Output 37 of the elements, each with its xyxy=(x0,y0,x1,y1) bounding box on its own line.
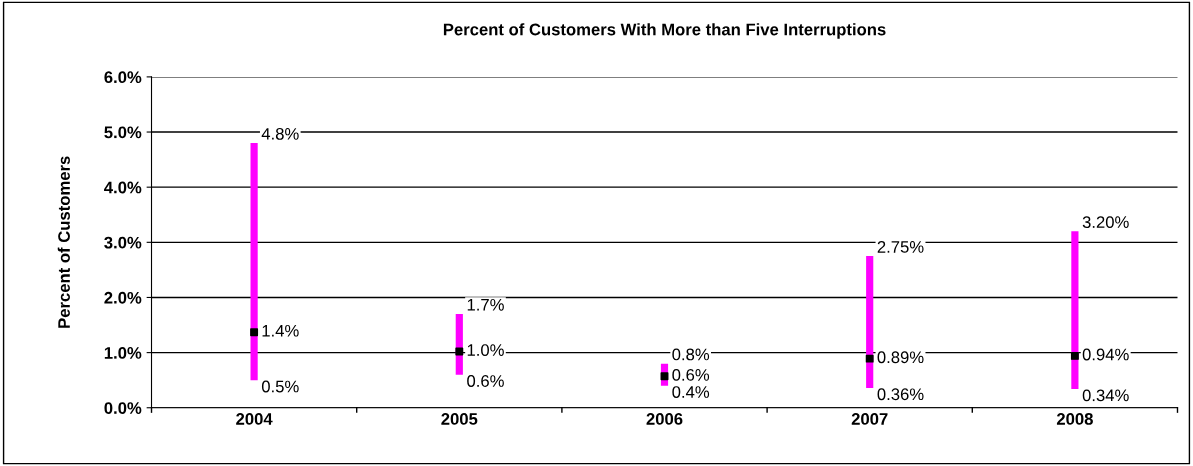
annotation: 0.8% xyxy=(672,348,710,361)
bar xyxy=(1071,231,1079,389)
point xyxy=(865,354,874,363)
x-tick-label: 2004 xyxy=(236,413,273,425)
y-axis-title: Percent of Customers xyxy=(57,156,70,328)
annotation: 2.75% xyxy=(877,241,924,253)
annotation: 0.5% xyxy=(261,380,299,393)
annotation: 1.7% xyxy=(467,298,504,311)
y-tick-label: 0.0% xyxy=(104,402,142,414)
y-tick-label: 2.0% xyxy=(104,291,142,304)
y-tick-label: 5.0% xyxy=(104,126,142,139)
x-tick-label: 2005 xyxy=(441,413,478,425)
point xyxy=(660,372,669,381)
chart-title: Percent of Customers With More than Five Interruptions xyxy=(443,23,886,39)
data-label: 0.94% xyxy=(1082,348,1129,361)
annotation: 0.36% xyxy=(877,388,924,401)
y-tick-label: 1.0% xyxy=(104,347,142,359)
annotation: 0.34% xyxy=(1082,389,1129,402)
data-label: 0.6% xyxy=(672,368,710,381)
x-tick-label: 2007 xyxy=(851,413,888,425)
x-tick-label: 2006 xyxy=(646,413,683,425)
data-label: 0.89% xyxy=(877,351,924,364)
y-tick-label: 6.0% xyxy=(104,71,142,84)
point xyxy=(1070,351,1079,360)
annotation: 0.6% xyxy=(467,375,504,387)
bar xyxy=(866,256,874,388)
bar xyxy=(250,143,258,381)
y-tick-label: 3.0% xyxy=(104,236,142,249)
annotation: 4.8% xyxy=(261,127,299,140)
y-tick-label: 4.0% xyxy=(104,181,142,194)
point xyxy=(455,347,464,356)
x-tick-label: 2008 xyxy=(1056,413,1093,425)
data-label: 1.4% xyxy=(262,324,299,337)
point xyxy=(250,328,259,337)
annotation: 0.4% xyxy=(672,386,710,398)
annotation: 3.20% xyxy=(1082,216,1129,228)
data-label: 1.0% xyxy=(467,344,504,356)
